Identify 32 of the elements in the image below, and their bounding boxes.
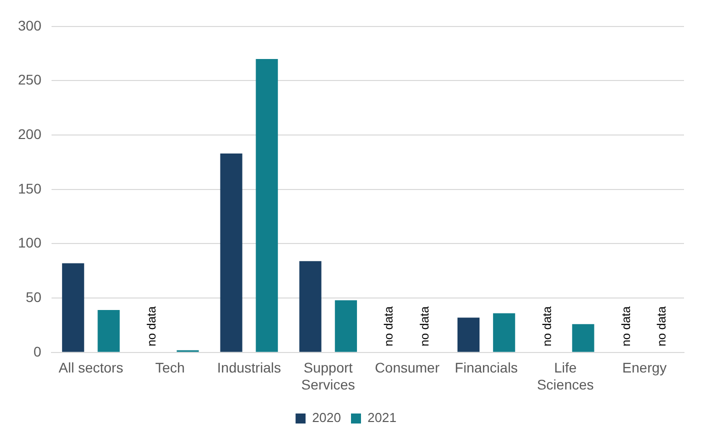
bar — [334, 300, 357, 352]
y-tick-label: 200 — [18, 126, 42, 142]
bar — [62, 263, 84, 352]
bar — [493, 313, 516, 352]
x-tick-label: Tech — [155, 360, 185, 376]
bar — [98, 310, 120, 352]
x-tick-label: Consumer — [374, 360, 440, 376]
annotation: no data — [618, 306, 633, 346]
y-tick-label: 300 — [18, 17, 42, 34]
bar — [220, 154, 242, 352]
x-tick-label: Financials — [454, 360, 518, 376]
legend-label: 2021 — [368, 410, 396, 426]
annotation: no data — [417, 306, 432, 346]
x-tick-label: Energy — [622, 360, 667, 376]
annotation: no data — [654, 306, 669, 346]
annotation: no data — [382, 306, 396, 346]
y-tick-label: 150 — [18, 180, 42, 196]
legend-label: 2020 — [312, 410, 341, 426]
bar — [457, 318, 480, 352]
bar — [256, 59, 278, 352]
annotation: no data — [540, 306, 554, 346]
x-tick-label: Industrials — [217, 360, 281, 376]
x-tick-label: All sectors — [58, 360, 124, 376]
y-tick-label: 0 — [34, 343, 42, 360]
y-tick-label: 50 — [26, 288, 42, 305]
y-tick-label: 100 — [18, 234, 42, 251]
bar — [299, 261, 322, 352]
x-tick-label: Support Services — [301, 360, 355, 392]
annotation: no data — [144, 306, 158, 346]
y-tick-label: 250 — [18, 72, 42, 88]
x-tick-label: Life Sciences — [536, 360, 594, 392]
bar — [572, 324, 594, 352]
